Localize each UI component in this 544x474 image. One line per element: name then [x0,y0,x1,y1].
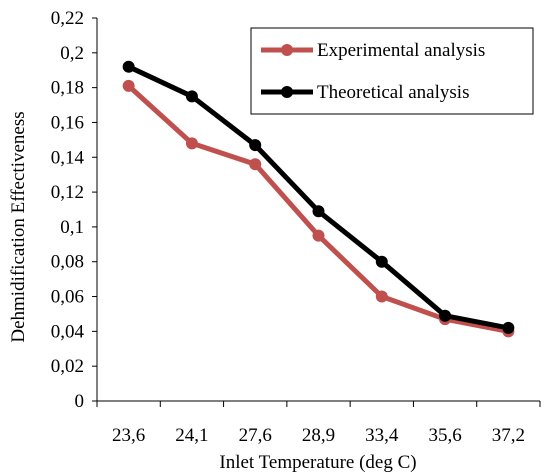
data-point [312,229,325,242]
x-tick-label: 28,9 [302,425,335,446]
y-tick-label: 0,08 [51,252,84,273]
y-axis-ticks: 0 0,02 0,04 0,06 0,08 0,1 0,12 0,14 0,16 0,18 0,2 0… [51,8,97,412]
legend-marker [281,86,293,98]
x-tick-label: 27,6 [239,425,272,446]
legend-box [250,27,534,115]
y-tick-label: 0,22 [51,8,84,29]
y-tick-label: 0,1 [60,217,84,238]
y-tick-label: 0 [75,391,85,412]
x-axis-title: Inlet Temperature (deg C) [219,452,416,473]
data-point [375,255,388,268]
data-point [122,60,135,73]
x-tick-label: 24,1 [175,425,208,446]
data-point [185,90,198,103]
x-tick-label: 33,4 [365,425,399,446]
data-point [375,290,388,303]
y-tick-label: 0,02 [51,356,84,377]
legend-item: Experimental analysis [261,40,485,61]
y-tick-label: 0,16 [51,112,84,133]
y-tick-label: 0,04 [51,321,85,342]
y-axis-title: Dehmidification Effectiveness [8,111,29,342]
legend-label: Experimental analysis [317,40,485,61]
data-point [249,158,262,171]
legend-label: Theoretical analysis [317,82,469,103]
series-2 [122,60,515,334]
y-tick-label: 0,14 [51,147,85,168]
legend: Experimental analysis Theoretical analysi… [250,27,534,115]
y-tick-label: 0,18 [51,78,84,99]
x-tick-label: 23,6 [112,425,145,446]
y-tick-label: 0,06 [51,287,84,308]
data-point [122,79,135,92]
plot-frame [96,18,540,402]
y-tick-label: 0,2 [60,43,84,64]
y-tick-label: 0,12 [51,182,84,203]
data-point [439,309,452,322]
series-layer [122,60,515,338]
data-point [502,321,515,334]
data-point [312,205,325,218]
legend-marker [281,44,293,56]
data-point [185,137,198,150]
x-axis-ticks: 23,6 24,1 27,6 28,9 33,4 35,6 37,2 [96,401,541,446]
data-point [249,139,262,152]
x-tick-label: 35,6 [428,425,461,446]
x-tick-label: 37,2 [492,425,525,446]
legend-item: Theoretical analysis [261,82,469,103]
